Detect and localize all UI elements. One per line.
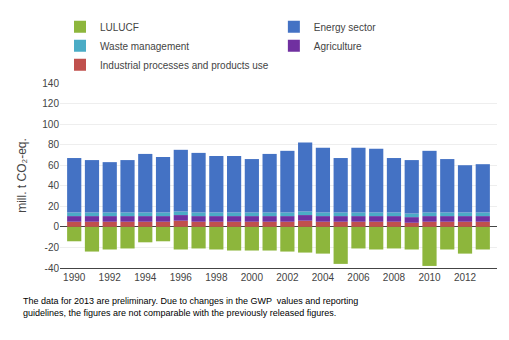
svg-text:mill. t CO₂-eq.: mill. t CO₂-eq. xyxy=(15,138,29,213)
svg-text:2010: 2010 xyxy=(418,272,441,283)
svg-text:1996: 1996 xyxy=(170,272,193,283)
svg-text:80: 80 xyxy=(48,139,60,150)
svg-text:2000: 2000 xyxy=(241,272,264,283)
svg-text:2006: 2006 xyxy=(347,272,370,283)
svg-text:2008: 2008 xyxy=(383,272,406,283)
svg-text:Energy sector: Energy sector xyxy=(314,22,376,33)
svg-text:Waste management: Waste management xyxy=(100,41,189,52)
svg-text:100: 100 xyxy=(42,119,59,130)
svg-text:2002: 2002 xyxy=(276,272,299,283)
svg-text:-40: -40 xyxy=(45,263,60,274)
svg-text:120: 120 xyxy=(42,98,59,109)
svg-text:1998: 1998 xyxy=(205,272,228,283)
svg-text:LULUCF: LULUCF xyxy=(100,22,139,33)
svg-text:-20: -20 xyxy=(45,242,60,253)
svg-text:2004: 2004 xyxy=(312,272,335,283)
svg-text:60: 60 xyxy=(48,160,60,171)
svg-text:Agriculture: Agriculture xyxy=(314,41,362,52)
svg-text:1990: 1990 xyxy=(63,272,86,283)
svg-text:140: 140 xyxy=(42,78,59,89)
svg-text:The data for 2013 are prelimin: The data for 2013 are preliminary. Due t… xyxy=(23,296,358,318)
svg-text:Industrial processes and produ: Industrial processes and products use xyxy=(100,60,269,71)
svg-text:20: 20 xyxy=(48,201,60,212)
svg-text:0: 0 xyxy=(53,221,59,232)
svg-text:1994: 1994 xyxy=(134,272,157,283)
svg-text:2012: 2012 xyxy=(454,272,477,283)
svg-text:40: 40 xyxy=(48,180,60,191)
svg-text:1992: 1992 xyxy=(99,272,122,283)
